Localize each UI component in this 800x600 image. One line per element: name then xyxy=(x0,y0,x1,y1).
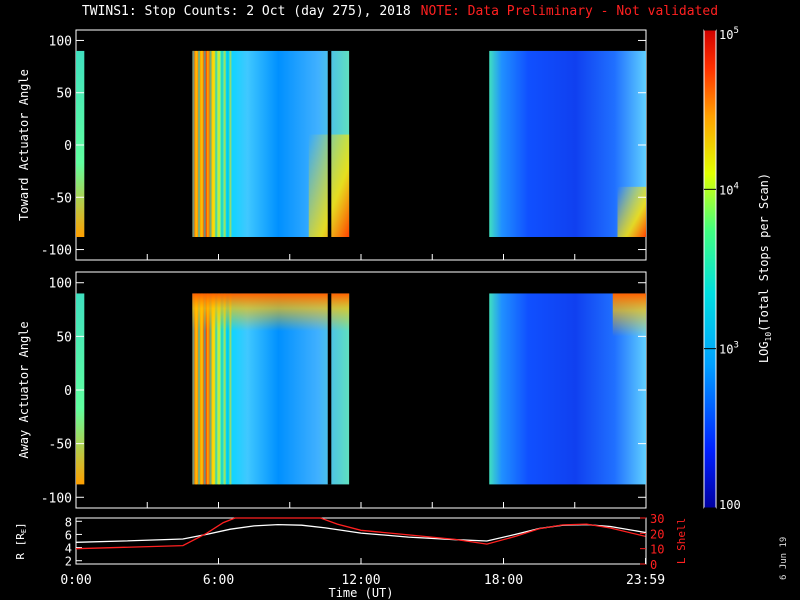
away-stripe xyxy=(203,293,206,485)
r-ytick-label: 6 xyxy=(65,528,72,542)
toward-y-axis-label: Toward Actuator Angle xyxy=(17,69,31,221)
toward-ytick-label: 50 xyxy=(56,87,72,102)
toward-hot-corner xyxy=(617,186,646,237)
toward-ytick-label: -100 xyxy=(41,244,72,259)
away-y-axis-label: Away Actuator Angle xyxy=(17,321,31,458)
r-ytick-label: 8 xyxy=(65,515,72,529)
away-y-axis: 100 50 0 -50 -100 xyxy=(41,277,647,508)
away-stripe xyxy=(192,293,195,485)
colorbar-tick-label: 100 xyxy=(719,498,741,512)
preliminary-note: NOTE: Data Preliminary - Not validated xyxy=(420,4,719,19)
away-ytick-label: -50 xyxy=(49,438,72,453)
figure-title: TWINS1: Stop Counts: 2 Oct (day 275), 20… xyxy=(0,4,800,19)
away-heatmap-panel: 100 50 0 -50 -100 Away Actuator Angle xyxy=(17,271,647,509)
toward-stripe xyxy=(200,50,203,238)
toward-stripe xyxy=(220,50,223,238)
toward-stripe xyxy=(212,50,215,238)
l-shell-ytick-label: 20 xyxy=(650,527,664,541)
away-stripe xyxy=(223,293,226,485)
l-shell-axis-label: L Shell xyxy=(675,518,688,564)
away-hot-corner xyxy=(612,293,646,337)
away-ytick-label: -100 xyxy=(41,491,72,506)
toward-stripe xyxy=(206,50,209,238)
toward-stripe xyxy=(215,50,218,238)
toward-stripe xyxy=(209,50,212,238)
toward-heatmap-panel: 100 50 0 -50 -100 Toward Actuator Angle xyxy=(17,29,647,261)
x-axis-label: Time (UT) xyxy=(328,586,393,600)
away-data-gap xyxy=(327,293,332,485)
colorbar-tick-label: 104 xyxy=(719,181,739,197)
toward-ytick-label: 100 xyxy=(49,34,72,49)
r-axis-label: R [RE] xyxy=(14,522,28,559)
away-interval-0 xyxy=(76,293,85,485)
toward-ytick-label: -50 xyxy=(49,191,72,206)
away-stripe xyxy=(212,293,215,485)
title-text: TWINS1: Stop Counts: 2 Oct (day 275), 20… xyxy=(81,4,411,19)
toward-stripe xyxy=(223,50,226,238)
r-ytick-label: 4 xyxy=(65,542,72,556)
toward-stripe xyxy=(229,50,232,238)
away-stripe xyxy=(226,293,229,485)
toward-stripe xyxy=(218,50,221,238)
colorbar-ticks: 105 104 103 100 xyxy=(704,26,741,512)
away-stripe xyxy=(229,293,232,485)
date-stamp: 6 Jun 19 xyxy=(779,536,789,580)
away-ytick-label: 0 xyxy=(64,384,72,399)
orbit-plot-area xyxy=(75,517,647,565)
colorbar-tick-label: 105 xyxy=(719,26,739,42)
away-stripe xyxy=(218,293,221,485)
away-stripe xyxy=(215,293,218,485)
away-stripe xyxy=(220,293,223,485)
away-heatmap-cells xyxy=(76,293,646,485)
toward-y-axis: 100 50 0 -50 -100 xyxy=(41,34,647,260)
away-stripe xyxy=(195,293,198,485)
toward-ytick-label: 0 xyxy=(64,139,72,154)
l-shell-ytick-label: 30 xyxy=(650,512,664,526)
toward-stripe xyxy=(195,50,198,238)
away-ytick-label: 100 xyxy=(49,277,72,292)
x-tick-label: 6:00 xyxy=(203,573,234,588)
toward-stripe xyxy=(198,50,201,238)
toward-stripe xyxy=(226,50,229,238)
toward-stripe xyxy=(192,50,195,238)
l-shell-ytick-label: 0 xyxy=(650,558,657,572)
colorbar-gradient xyxy=(703,29,717,509)
colorbar-tick-label: 103 xyxy=(719,341,739,357)
away-stripe xyxy=(200,293,203,485)
toward-stripe xyxy=(203,50,206,238)
away-stripe xyxy=(206,293,209,485)
colorbar-label: LOG10(Total Stops per Scan) xyxy=(757,173,773,363)
r-ytick-label: 2 xyxy=(65,555,72,569)
x-tick-label: 23:59 xyxy=(626,573,665,588)
away-ytick-label: 50 xyxy=(56,330,72,345)
l-shell-series-line xyxy=(75,517,646,550)
toward-interval-0 xyxy=(76,50,85,238)
x-tick-label: 12:00 xyxy=(341,573,380,588)
x-tick-label: 18:00 xyxy=(484,573,523,588)
away-stripe xyxy=(198,293,201,485)
toward-heatmap-cells xyxy=(76,50,646,238)
away-stripe xyxy=(209,293,212,485)
l-shell-ytick-label: 10 xyxy=(650,543,664,557)
orbit-series xyxy=(75,517,646,550)
colorbar: 105 104 103 100 LOG10(Total Stops per Scan) xyxy=(703,26,773,512)
away-hot-band xyxy=(192,293,350,331)
x-tick-label: 0:00 xyxy=(60,573,91,588)
toward-data-gap xyxy=(327,50,332,238)
